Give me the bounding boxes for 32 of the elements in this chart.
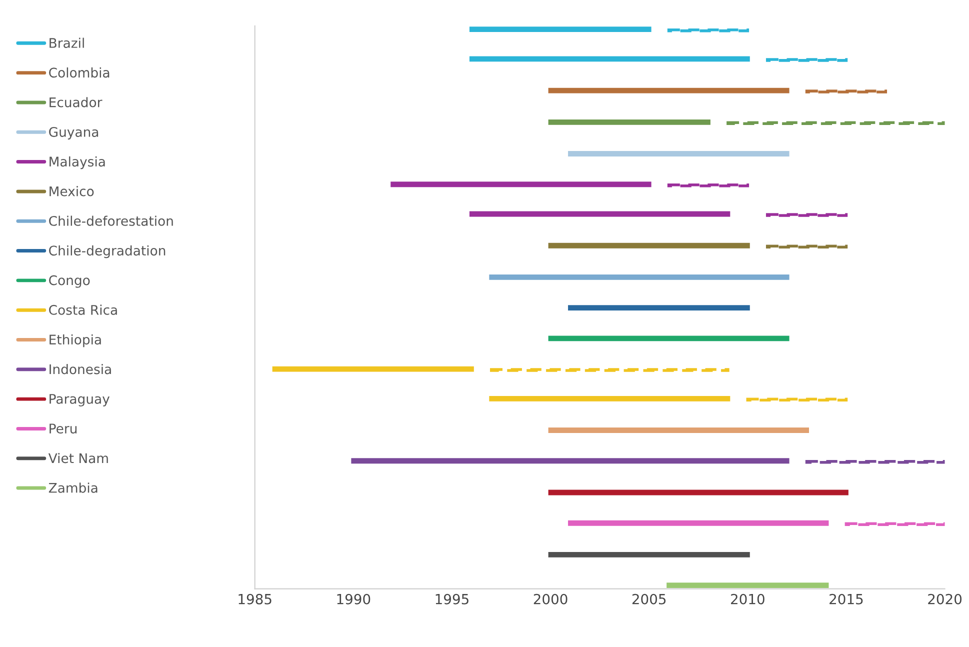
- legend-label: Indonesia: [50, 364, 111, 374]
- x-tick-label: 2010: [730, 594, 764, 604]
- legend-label: Ethiopia: [50, 334, 101, 348]
- legend-label: Brazil: [50, 38, 84, 48]
- x-tick-label: 1995: [436, 594, 468, 604]
- legend-label: Guyana: [49, 126, 98, 140]
- bar: [667, 183, 750, 188]
- legend-label: Colombia: [49, 67, 110, 78]
- x-tick-label: 2000: [534, 594, 568, 604]
- legend-label: Paraguay: [50, 394, 110, 406]
- legend-label: Mexico: [50, 186, 94, 196]
- x-tick-label: 2020: [928, 594, 962, 604]
- legend-label: Costa Rica: [49, 304, 117, 315]
- bar: [805, 90, 888, 94]
- legend-label: Malaysia: [50, 156, 105, 170]
- legend-label: Zambia: [48, 482, 98, 493]
- x-tick-label: 1990: [337, 594, 370, 604]
- bar: [490, 368, 730, 372]
- legend-label: Congo: [49, 275, 90, 288]
- x-tick-label: 1985: [238, 594, 272, 604]
- bar: [766, 213, 848, 217]
- bar: [766, 58, 848, 62]
- legend-label: Peru: [50, 424, 77, 434]
- x-tick-label: 2015: [830, 594, 863, 604]
- bar: [766, 244, 848, 248]
- legend-label: Chile-deforestation: [49, 216, 173, 226]
- x-tick-label: 2005: [632, 594, 666, 604]
- legend-label: Viet Nam: [48, 452, 108, 464]
- bar: [667, 28, 750, 32]
- bar: [746, 398, 848, 402]
- legend-label: Ecuador: [50, 97, 102, 108]
- legend-label: Chile-degradation: [49, 245, 166, 258]
